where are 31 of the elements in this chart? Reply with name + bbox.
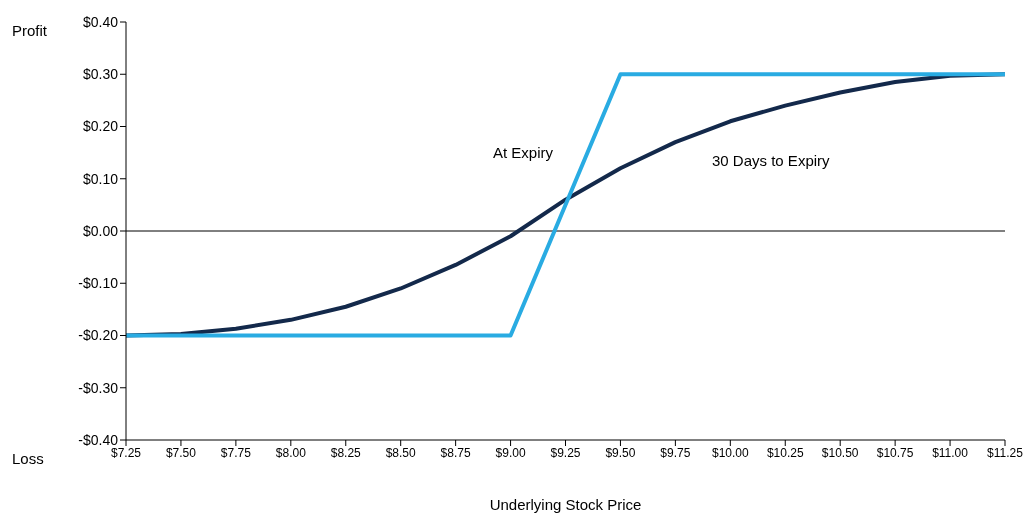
- x-tick-label: $11.25: [987, 445, 1024, 460]
- y-tick-label: $0.00: [82, 222, 119, 239]
- x-tick-label: $8.75: [440, 445, 471, 460]
- y-tick-label: $0.30: [82, 66, 119, 83]
- x-tick-label: $8.25: [330, 445, 362, 460]
- text: Loss: [12, 450, 44, 467]
- x-tick-label: $8.50: [385, 445, 417, 460]
- text: Profit: [12, 22, 48, 39]
- annotation: At Expiry: [493, 144, 554, 161]
- y-tick-label: -$0.30: [78, 379, 119, 396]
- x-tick-label: $9.75: [660, 445, 691, 460]
- x-tick-label: $9.50: [605, 445, 636, 460]
- x-tick-label: $10.50: [821, 445, 859, 460]
- x-tick-label: $10.25: [766, 445, 804, 460]
- x-tick-label: $9.00: [495, 445, 526, 460]
- y-tick-label: $0.20: [82, 118, 119, 135]
- y-tick-label: $0.40: [82, 13, 119, 30]
- x-tick-label: $7.75: [220, 445, 252, 460]
- y-tick-label: -$0.40: [78, 431, 119, 448]
- x-tick-label: $9.25: [550, 445, 581, 460]
- x-tick-label: $10.75: [876, 445, 914, 460]
- x-tick-label: $7.50: [165, 445, 197, 460]
- x-tick-label: $10.00: [711, 445, 749, 460]
- x-tick-label: $7.25: [110, 445, 142, 460]
- x-axis-title: Underlying Stock Price: [489, 496, 642, 513]
- y-tick-label: -$0.20: [78, 327, 119, 344]
- x-tick-label: $11.00: [932, 445, 969, 460]
- y-tick-label: -$0.10: [78, 275, 119, 292]
- annotation: 30 Days to Expiry: [712, 152, 830, 169]
- y-tick-label: $0.10: [82, 170, 119, 187]
- x-tick-label: $8.00: [275, 445, 307, 460]
